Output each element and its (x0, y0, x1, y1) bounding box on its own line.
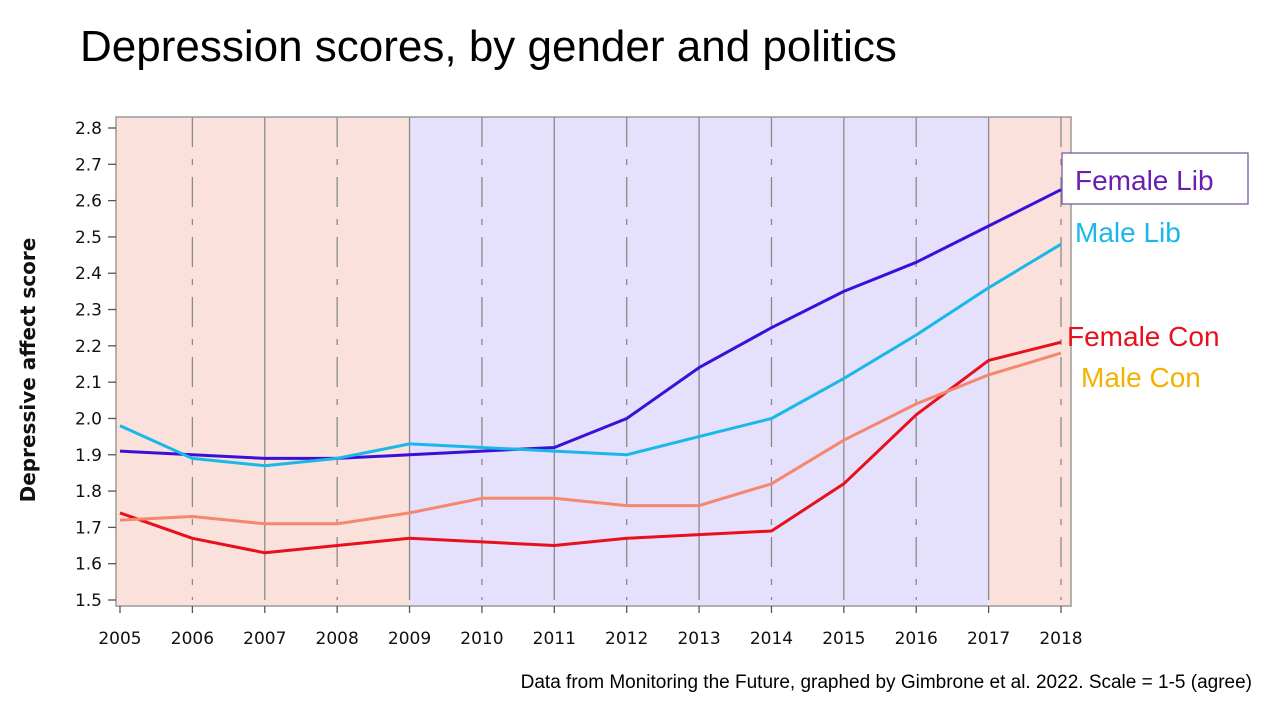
x-tick-label: 2009 (388, 629, 431, 649)
x-tick-label: 2006 (171, 629, 214, 649)
y-tick-label: 2.5 (75, 228, 102, 248)
x-tick-label: 2007 (243, 629, 286, 649)
x-tick-label: 2011 (533, 629, 576, 649)
legend: Female Lib Male Lib Female Con Male Con (1061, 152, 1249, 393)
source-note: Data from Monitoring the Future, graphed… (520, 672, 1252, 693)
series-line-male-con (119, 351, 1062, 526)
y-tick-label: 1.6 (75, 555, 102, 575)
series-lines (119, 188, 1062, 555)
x-tick-label: 2018 (1039, 629, 1082, 649)
legend-label-male-con: Male Con (1081, 362, 1201, 393)
x-tick-label: 2016 (895, 629, 938, 649)
series-line-male-lib (119, 242, 1062, 468)
legend-box-female-lib (1061, 152, 1249, 205)
legend-label-female-lib: Female Lib (1075, 165, 1214, 196)
plot-frame (115, 116, 1072, 607)
x-tick-label: 2010 (460, 629, 503, 649)
x-tick-label: 2012 (605, 629, 648, 649)
y-tick-label: 2.8 (75, 119, 102, 139)
legend-label-female-con: Female Con (1067, 321, 1220, 352)
axes: 1.5 1.6 1.7 1.8 1.9 2.0 2.1 2.2 2.3 2.4 2.5 2.6 2.7 2… (75, 116, 1083, 649)
x-tick-label: 2013 (677, 629, 720, 649)
x-tick-label: 2015 (822, 629, 865, 649)
y-tick-label: 1.8 (75, 482, 102, 502)
x-tick-label: 2005 (98, 629, 141, 649)
y-tick-label: 2.7 (75, 155, 102, 175)
x-tick-label: 2014 (750, 629, 793, 649)
y-tick-label: 2.6 (75, 192, 102, 212)
y-tick-label: 1.5 (75, 591, 102, 611)
y-tick-label: 2.0 (75, 409, 102, 429)
background-band (116, 117, 410, 606)
background-bands (116, 117, 1071, 606)
y-tick-label: 2.3 (75, 301, 102, 321)
grid-lines (191, 117, 1062, 600)
x-tick-label: 2017 (967, 629, 1010, 649)
y-tick-label: 2.2 (75, 337, 102, 357)
page-title: Depression scores, by gender and politic… (80, 22, 897, 71)
y-tick-label: 2.4 (75, 264, 102, 284)
y-tick-label: 2.1 (75, 373, 102, 393)
y-tick-label: 1.7 (75, 518, 102, 538)
legend-label-male-lib: Male Lib (1075, 217, 1181, 248)
y-tick-label: 1.9 (75, 446, 102, 466)
series-line-female-lib (119, 188, 1062, 460)
series-line-female-con (119, 340, 1062, 555)
x-tick-label: 2008 (316, 629, 359, 649)
